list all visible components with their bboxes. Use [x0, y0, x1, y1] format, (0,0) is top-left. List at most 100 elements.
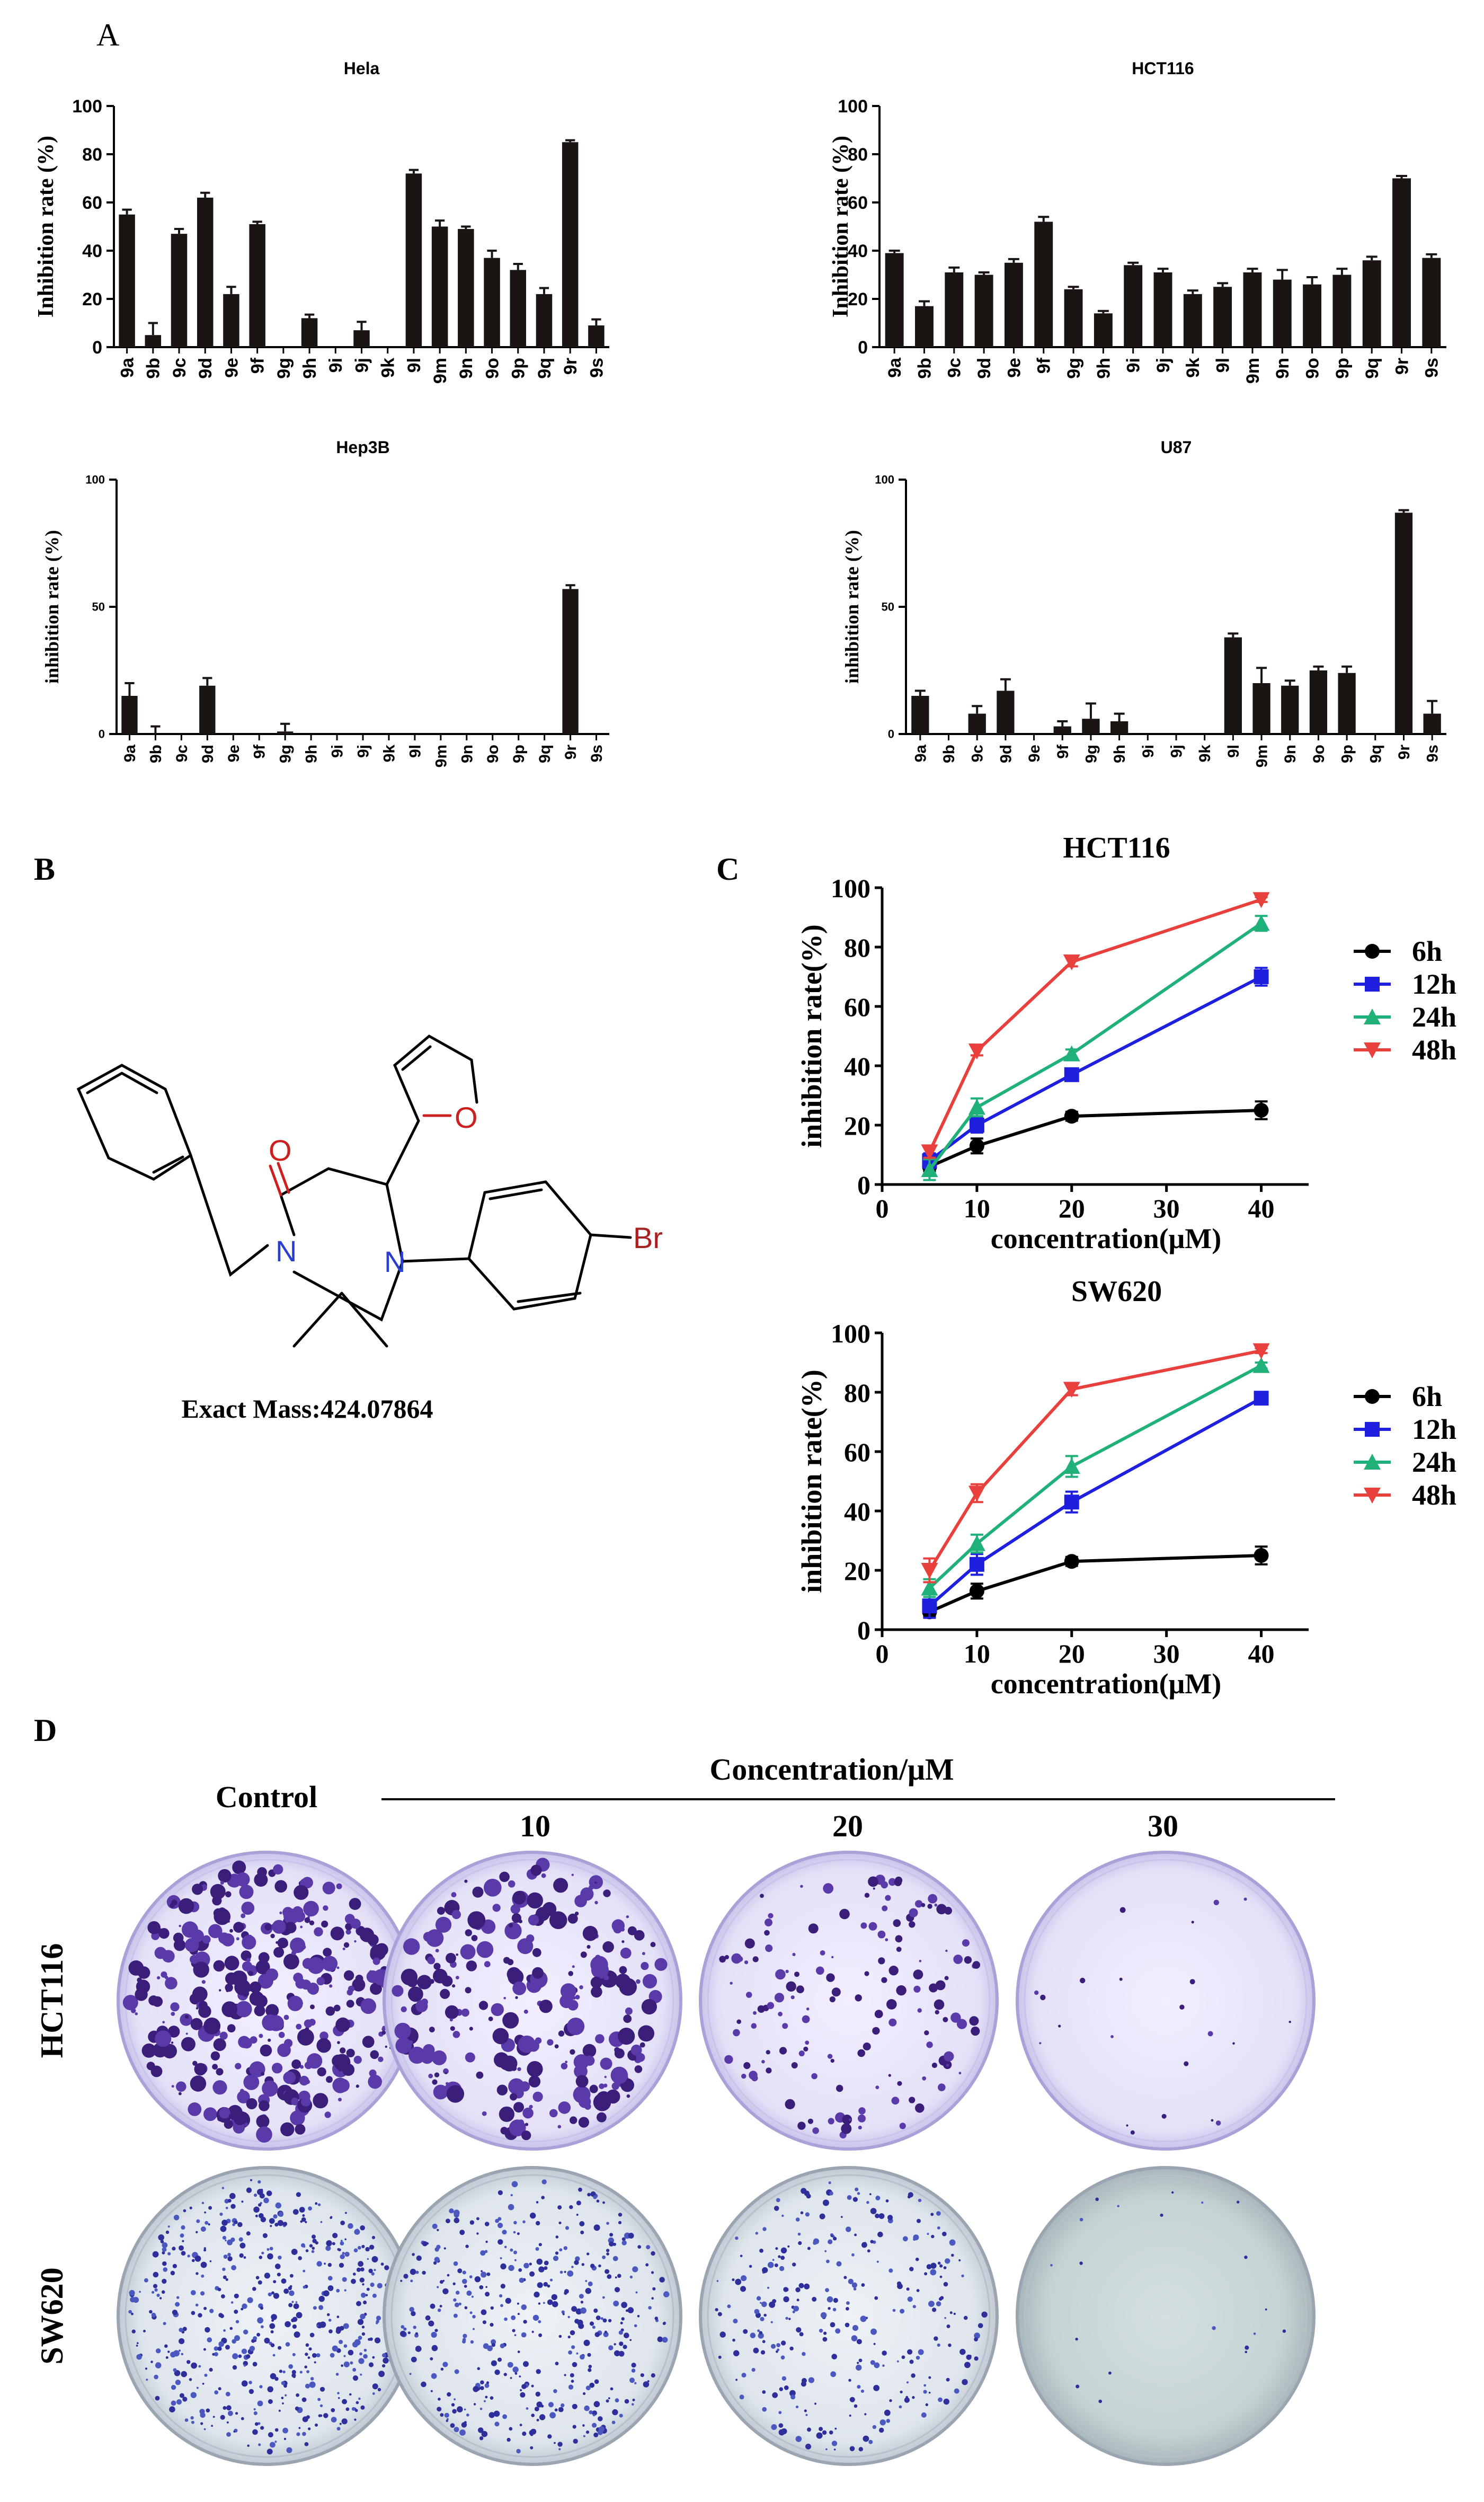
colony [613, 2301, 619, 2306]
colony [1119, 1907, 1126, 1913]
colony [227, 2256, 233, 2261]
colony [523, 2320, 527, 2324]
colony [474, 2276, 481, 2283]
colony [744, 1960, 749, 1965]
colony [762, 2407, 767, 2412]
colony [572, 2362, 577, 2367]
colony [913, 2234, 919, 2241]
colony [430, 2390, 433, 2392]
colony [882, 2350, 887, 2356]
colony [205, 2327, 210, 2333]
colony [480, 2380, 484, 2385]
colony [181, 2225, 185, 2230]
colony [422, 2241, 428, 2247]
x-tick-label-9b: 9b [914, 358, 935, 379]
colony [219, 2031, 228, 2040]
colony [369, 1970, 372, 1974]
colony [1130, 2130, 1135, 2135]
colony [759, 2249, 763, 2253]
colony [415, 2346, 422, 2352]
colony [743, 2062, 751, 2070]
colony [385, 2045, 387, 2048]
furan-ring [385, 1034, 478, 1186]
colony [592, 2413, 596, 2417]
benzyl-ch2-bond [189, 1154, 269, 1277]
colony [282, 2370, 286, 2374]
colony [831, 2441, 838, 2446]
colony [162, 2251, 165, 2255]
colony [330, 2353, 335, 2358]
colony [860, 2389, 864, 2393]
x-tick-label-9l: 9l [1213, 358, 1233, 373]
colony [295, 2124, 306, 2135]
colony [154, 2288, 158, 2292]
colony [927, 2233, 929, 2235]
benzyl-inner-bond-2 [152, 1155, 184, 1174]
colony [593, 2432, 599, 2437]
colony [814, 2402, 816, 2405]
x-tick-label-9g: 9g [277, 745, 295, 763]
colony [358, 2358, 365, 2364]
colony [275, 2264, 281, 2269]
colony [1119, 1977, 1123, 1981]
colony [431, 2373, 437, 2379]
colony [517, 2302, 520, 2305]
x-tick-label-9r: 9r [561, 358, 581, 375]
colony [828, 2239, 833, 2244]
colony [178, 1898, 194, 1914]
colony [360, 1998, 376, 2014]
colony [156, 2348, 161, 2354]
point-6h-20 [1064, 1109, 1079, 1124]
colony [452, 2409, 457, 2414]
colony [152, 2291, 155, 2294]
y-tick-label-hct116: 100 [838, 96, 868, 117]
colony [345, 2407, 350, 2411]
colony [316, 2353, 321, 2357]
colony [760, 2317, 765, 2321]
colony [792, 1952, 796, 1956]
colony [191, 2420, 194, 2424]
x-tick-label-9r: 9r [1396, 745, 1413, 760]
colony [618, 2213, 623, 2217]
x-tick-label-9n: 9n [1273, 358, 1293, 379]
colony [278, 2212, 284, 2217]
colony [521, 2304, 527, 2310]
colony [170, 2351, 176, 2358]
colony [573, 2085, 591, 2103]
colony [200, 2261, 207, 2268]
atom-carbonyl-o: O [269, 1134, 292, 1167]
colony [1058, 2024, 1061, 2028]
colony [488, 2412, 495, 2418]
colony [243, 2329, 248, 2335]
colony [854, 2233, 857, 2236]
colony [137, 2342, 139, 2345]
chart-title-hct116: HCT116 [1063, 832, 1170, 864]
colony [437, 1907, 445, 1915]
colony [217, 2346, 222, 2351]
colony [491, 2342, 495, 2347]
dish-plate [383, 1851, 682, 2151]
colony [297, 2029, 314, 2046]
colony [536, 2221, 540, 2226]
colony [279, 2086, 285, 2092]
colony [256, 2332, 261, 2337]
colony [253, 2336, 257, 2341]
colony [303, 2245, 306, 2248]
y-axis-label-hep3b: inhibition rate (%) [41, 530, 63, 684]
colony [260, 2426, 264, 2430]
colony [148, 1995, 159, 2006]
colony [620, 1947, 632, 1959]
colony [260, 2306, 263, 2310]
colony [257, 2280, 262, 2285]
colony [596, 2199, 600, 2203]
colony [492, 1904, 501, 1912]
colony [157, 1976, 161, 1979]
colony [359, 1928, 375, 1942]
point-12h-40 [1254, 1391, 1269, 1406]
colony [270, 2442, 276, 2448]
colony [330, 1926, 344, 1941]
colony [937, 2226, 940, 2230]
colony [185, 2032, 188, 2035]
point-48h-40 [1252, 892, 1270, 908]
colony [221, 1933, 235, 1947]
